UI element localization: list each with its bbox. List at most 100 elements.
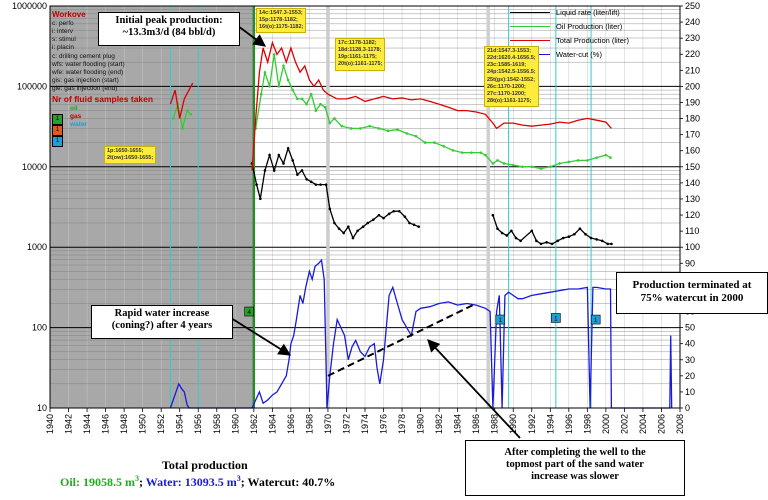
series-point-1-6 [259, 92, 263, 96]
y-right-tick-label: 160 [685, 146, 700, 156]
series-point-1-18 [314, 109, 318, 112]
series-point-1-53 [604, 153, 608, 157]
samples-gas-swatch: 1 [52, 125, 63, 136]
legend-item-liquid: Liquid rate (liter/lift) [510, 6, 620, 18]
series-point-1-48 [558, 162, 561, 165]
series-line-0-1 [492, 214, 612, 245]
legend-label-oil: Oil Production (liter) [556, 21, 623, 31]
terminated-callout: Production terminated at 75% watercut in… [616, 272, 768, 314]
series-point-0-46 [545, 241, 548, 244]
total-sep-2: ; [240, 475, 248, 489]
y-right-tick-label: 120 [685, 210, 700, 220]
series-point-0-37 [496, 227, 499, 230]
series-point-0-25 [366, 221, 370, 225]
perf-note-line: 23c:1585-1619; [487, 62, 527, 69]
series-point-0-11 [300, 169, 304, 172]
x-tick-label: 2006 [656, 414, 666, 434]
event-marker-5 [495, 314, 506, 325]
series-point-1-54 [609, 156, 612, 159]
legend-label-liquid: Liquid rate (liter/lift) [556, 7, 620, 17]
x-tick-label: 1994 [545, 414, 555, 434]
y-right-tick-label: 30 [685, 355, 695, 365]
y-left-tick-label: 10 [37, 403, 47, 413]
perf-note-line: 19p:1161-1175; [338, 54, 377, 61]
shaded-region-rect [50, 6, 254, 408]
series-line-2-0 [169, 82, 194, 119]
series-point-1-40 [491, 162, 495, 165]
perf-note-line: 28t(o):1161-1175; [487, 97, 532, 104]
series-point-1-14 [296, 97, 299, 101]
series-point-1-3 [185, 109, 189, 112]
series-point-0-52 [578, 227, 582, 230]
workover-row: i: placin [52, 44, 75, 52]
perf-note-line: 2t(ow):1650-1655; [107, 155, 154, 162]
series-point-1-16 [305, 102, 308, 106]
y-right-tick-label: 20 [685, 371, 695, 381]
terminated-line2: 75% watercut in 2000 [640, 291, 744, 304]
x-tick-label: 2008 [675, 414, 685, 434]
x-tick-label: 1950 [138, 414, 148, 434]
workover-row: s: stimul [52, 36, 76, 44]
series-point-0-2 [259, 197, 262, 201]
series-point-1-50 [576, 159, 580, 162]
series-point-0-47 [550, 242, 554, 246]
y-right-tick-label: 40 [685, 339, 695, 349]
perf-note-1: 1p:1650-1655; 2t(ow):1650-1655; [104, 146, 157, 165]
series-point-1-12 [286, 78, 290, 82]
workover-row: gis: gas injection (start) [52, 76, 119, 84]
initial-peak-callout: Initial peak production: ~13.3m3/d (84 b… [98, 12, 240, 46]
x-tick-label: 1960 [230, 414, 240, 434]
series-point-1-4 [189, 112, 193, 116]
legend-swatch-oil [510, 25, 550, 27]
workover-row: c: drilling cement plug [52, 52, 115, 60]
samples-oil-label: oil [70, 104, 78, 112]
y-right-tick-label: 140 [685, 178, 700, 188]
y-right-tick-label: 50 [685, 323, 695, 333]
legend-swatch-total [510, 39, 550, 41]
series-point-1-20 [323, 105, 327, 109]
series-point-0-48 [556, 239, 560, 243]
series-point-0-21 [347, 225, 350, 228]
x-tick-label: 1980 [416, 414, 426, 434]
y-right-tick-label: 170 [685, 130, 700, 140]
series-line-2-1 [251, 40, 612, 171]
series-point-0-30 [392, 209, 396, 213]
y-right-tick-label: 150 [685, 162, 700, 172]
rapid-water-callout: Rapid water increase (coning?) after 4 y… [91, 305, 233, 339]
workover-row: i: interv [52, 28, 73, 36]
samples-water-swatch: 1 [52, 136, 63, 147]
arrow-initial-peak [237, 25, 267, 47]
event-marker-label-7: 1 [594, 317, 598, 324]
series-point-0-40 [510, 229, 513, 233]
perf-note-line: 20t(o):1161-1175; [338, 61, 383, 68]
series-point-1-7 [263, 70, 267, 74]
series-point-1-8 [268, 85, 271, 88]
perf-note-line: 14c:1547.3-1553; [259, 10, 303, 16]
series-point-1-38 [479, 151, 483, 154]
total-water-sup: 3 [236, 474, 241, 483]
legend-label-total: Total Production (liter) [556, 35, 629, 45]
series-line-1-1 [255, 54, 611, 170]
x-tick-label: 1982 [434, 414, 444, 434]
total-oil-sup: 3 [135, 474, 139, 483]
samples-water-label: water [70, 121, 87, 128]
total-water: Water: 13093.5 m3 [146, 474, 241, 489]
perf-note-line: 25t(gs):1542-1552; [487, 76, 535, 83]
series-point-0-32 [403, 215, 407, 218]
series-point-0-58 [610, 242, 613, 246]
series-point-0-20 [342, 231, 345, 235]
x-tick-label: 1998 [582, 414, 592, 434]
perf-note-3: 17c:1178-1182; 18d:1128.3-1178; 19p:1161-1… [335, 38, 386, 71]
series-point-0-23 [356, 229, 359, 233]
series-point-1-25 [359, 127, 362, 130]
x-tick-label: 1964 [267, 414, 277, 434]
series-point-0-5 [272, 169, 276, 172]
series-point-0-9 [291, 159, 295, 162]
y-right-tick-label: 220 [685, 49, 700, 59]
y-right-tick-label: 230 [685, 33, 700, 43]
series-point-0-12 [305, 177, 308, 181]
x-tick-label: 1986 [471, 414, 481, 434]
total-production-summary: Oil: 19058.5 m3; Water: 13093.5 m3; Wate… [60, 474, 335, 490]
terminated-line1: Production terminated at [632, 279, 752, 291]
